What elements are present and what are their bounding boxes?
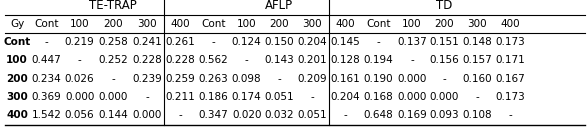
Text: 0.169: 0.169 <box>397 110 427 120</box>
Text: 0.186: 0.186 <box>199 92 228 102</box>
Text: -: - <box>78 55 82 65</box>
Text: 0.447: 0.447 <box>32 55 61 65</box>
Text: -: - <box>310 92 314 102</box>
Text: 0.173: 0.173 <box>496 37 526 47</box>
Text: -: - <box>212 37 215 47</box>
Text: 0.000: 0.000 <box>98 92 128 102</box>
Text: -: - <box>476 92 479 102</box>
Text: 0.648: 0.648 <box>364 110 393 120</box>
Text: Cont: Cont <box>366 19 391 29</box>
Text: -: - <box>178 110 182 120</box>
Text: -: - <box>145 92 149 102</box>
Text: 0.252: 0.252 <box>98 55 128 65</box>
Text: -: - <box>442 74 446 84</box>
Text: 0.143: 0.143 <box>264 55 294 65</box>
Text: 0.263: 0.263 <box>199 74 228 84</box>
Text: -: - <box>343 110 348 120</box>
Text: 0.167: 0.167 <box>496 74 526 84</box>
Text: TD: TD <box>436 0 453 12</box>
Text: 400: 400 <box>501 19 520 29</box>
Text: 0.201: 0.201 <box>298 55 327 65</box>
Text: 0.168: 0.168 <box>364 92 393 102</box>
Text: -: - <box>111 74 115 84</box>
Text: 0.093: 0.093 <box>429 110 459 120</box>
Text: 0.219: 0.219 <box>65 37 95 47</box>
Text: 0.124: 0.124 <box>232 37 262 47</box>
Text: 0.234: 0.234 <box>32 74 61 84</box>
Text: -: - <box>45 37 48 47</box>
Text: 100: 100 <box>6 55 28 65</box>
Text: 0.145: 0.145 <box>330 37 360 47</box>
Text: 300: 300 <box>467 19 487 29</box>
Text: 200: 200 <box>6 74 28 84</box>
Text: 0.108: 0.108 <box>463 110 492 120</box>
Text: 0.051: 0.051 <box>298 110 327 120</box>
Text: -: - <box>277 74 281 84</box>
Text: 0.171: 0.171 <box>496 55 526 65</box>
Text: 0.000: 0.000 <box>65 92 94 102</box>
Text: 0.160: 0.160 <box>463 74 492 84</box>
Text: 0.000: 0.000 <box>397 92 426 102</box>
Text: Cont: Cont <box>4 37 31 47</box>
Text: 0.032: 0.032 <box>264 110 294 120</box>
Text: 300: 300 <box>137 19 157 29</box>
Text: 0.173: 0.173 <box>496 92 526 102</box>
Text: -: - <box>377 37 380 47</box>
Text: AFLP: AFLP <box>265 0 293 12</box>
Text: 0.056: 0.056 <box>65 110 95 120</box>
Text: 0.098: 0.098 <box>232 74 262 84</box>
Text: 0.190: 0.190 <box>364 74 393 84</box>
Text: 0.228: 0.228 <box>132 55 162 65</box>
Text: 100: 100 <box>70 19 89 29</box>
Text: 0.051: 0.051 <box>264 92 294 102</box>
Text: 0.000: 0.000 <box>397 74 426 84</box>
Text: 0.000: 0.000 <box>132 110 162 120</box>
Text: 0.562: 0.562 <box>199 55 228 65</box>
Text: 0.128: 0.128 <box>330 55 360 65</box>
Text: 0.151: 0.151 <box>429 37 459 47</box>
Text: 0.148: 0.148 <box>463 37 492 47</box>
Text: 0.347: 0.347 <box>199 110 228 120</box>
Text: 1.542: 1.542 <box>32 110 61 120</box>
Text: 0.137: 0.137 <box>397 37 427 47</box>
Text: 0.020: 0.020 <box>232 110 262 120</box>
Text: -: - <box>245 55 249 65</box>
Text: 200: 200 <box>103 19 123 29</box>
Text: 0.156: 0.156 <box>429 55 459 65</box>
Text: 200: 200 <box>435 19 454 29</box>
Text: 0.174: 0.174 <box>232 92 262 102</box>
Text: 0.161: 0.161 <box>330 74 360 84</box>
Text: TE-TRAP: TE-TRAP <box>89 0 137 12</box>
Text: 0.150: 0.150 <box>264 37 294 47</box>
Text: 400: 400 <box>336 19 355 29</box>
Text: 0.241: 0.241 <box>132 37 162 47</box>
Text: -: - <box>410 55 414 65</box>
Text: 0.239: 0.239 <box>132 74 162 84</box>
Text: 0.369: 0.369 <box>32 92 61 102</box>
Text: 0.000: 0.000 <box>430 92 459 102</box>
Text: 100: 100 <box>237 19 256 29</box>
Text: Cont: Cont <box>34 19 59 29</box>
Text: 0.258: 0.258 <box>98 37 128 47</box>
Text: 0.026: 0.026 <box>65 74 95 84</box>
Text: 0.204: 0.204 <box>298 37 327 47</box>
Text: 0.209: 0.209 <box>298 74 327 84</box>
Text: Cont: Cont <box>201 19 226 29</box>
Text: Gy: Gy <box>10 19 24 29</box>
Text: -: - <box>509 110 513 120</box>
Text: 300: 300 <box>6 92 28 102</box>
Text: 100: 100 <box>402 19 422 29</box>
Text: 0.204: 0.204 <box>330 92 360 102</box>
Text: 0.259: 0.259 <box>165 74 195 84</box>
Text: 0.157: 0.157 <box>463 55 492 65</box>
Text: 400: 400 <box>171 19 190 29</box>
Text: 400: 400 <box>6 110 28 120</box>
Text: 0.144: 0.144 <box>98 110 128 120</box>
Text: 300: 300 <box>302 19 322 29</box>
Text: 0.194: 0.194 <box>364 55 393 65</box>
Text: 0.228: 0.228 <box>165 55 195 65</box>
Text: 0.211: 0.211 <box>165 92 195 102</box>
Text: 0.261: 0.261 <box>165 37 195 47</box>
Text: 200: 200 <box>269 19 289 29</box>
